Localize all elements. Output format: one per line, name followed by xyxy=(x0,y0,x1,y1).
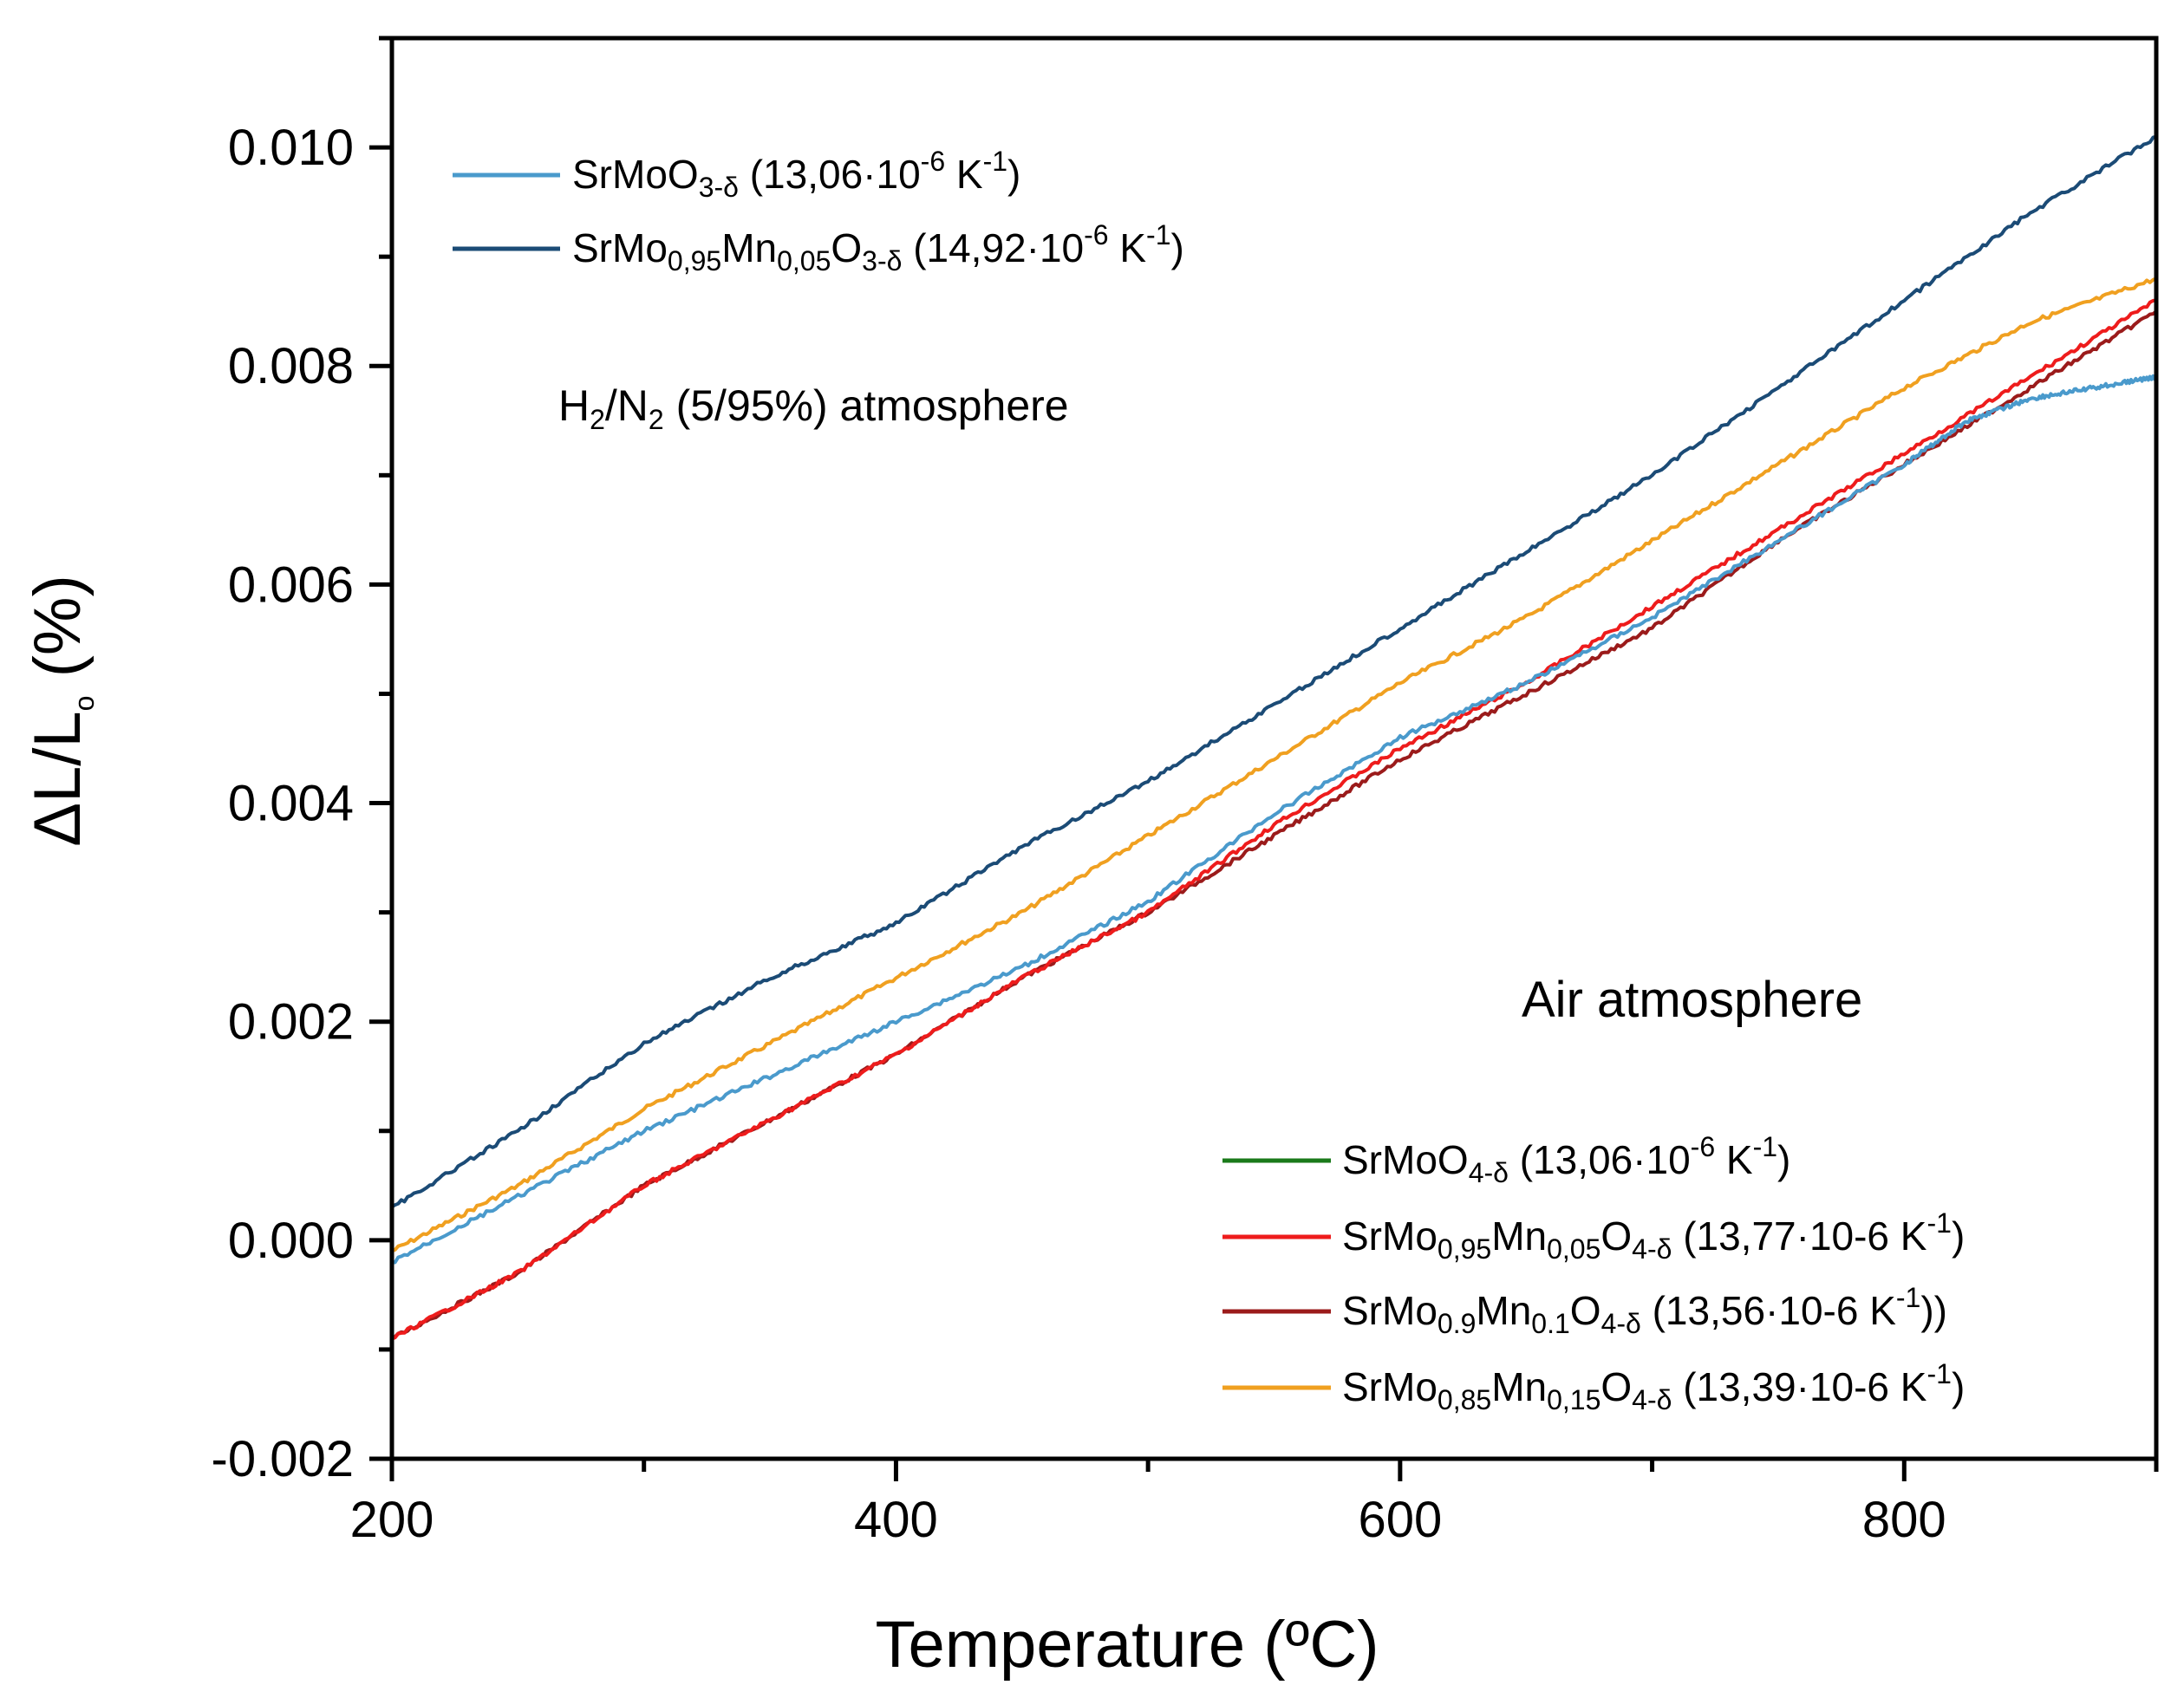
y-tick-label: 0.004 xyxy=(228,776,354,832)
x-tick-label: 200 xyxy=(350,1492,434,1548)
legend-label-srmoo3: SrMoO3-δ (13,06·10-6 K-1) xyxy=(572,146,1020,203)
x-axis-title: Temperature (ºC) xyxy=(875,1608,1379,1682)
y-tick-label: -0.002 xyxy=(212,1431,354,1487)
plot-lines xyxy=(390,134,2158,1341)
y-tick-label: 0.002 xyxy=(228,994,354,1051)
y-tick-label: 0.010 xyxy=(228,120,354,176)
legend-label-srmoo4: SrMoO4-δ (13,06·10-6 K-1) xyxy=(1342,1131,1790,1188)
x-tick-label: 400 xyxy=(854,1492,938,1548)
annotation-h2n2-atmosphere: H2/N2 (5/95%) atmosphere xyxy=(558,381,1069,435)
y-tick-label: 0.008 xyxy=(228,338,354,394)
plot-frame xyxy=(389,36,2159,1461)
y-axis-ticks: -0.002 0.000 0.002 0.004 0.006 0.008 0.010 xyxy=(212,36,392,1487)
y-tick-label: 0.006 xyxy=(228,556,354,613)
x-axis-ticks: 200 400 600 800 xyxy=(350,1459,2159,1548)
annotation-air-atmosphere: Air atmosphere xyxy=(1522,972,1862,1028)
series-line-3 xyxy=(391,298,2157,1341)
x-tick-label: 800 xyxy=(1862,1492,1946,1548)
series-line-5 xyxy=(391,276,2157,1253)
y-tick-label: 0.000 xyxy=(228,1213,354,1269)
legend-label-srmo09mn01o4: SrMo0.9Mn0.1O4-δ (13,56·10-6 K-1)) xyxy=(1342,1282,1947,1339)
x-tick-label: 600 xyxy=(1358,1492,1442,1548)
series-line-1 xyxy=(390,134,2157,1209)
series-line-0 xyxy=(391,374,2158,1265)
legend-label-srmo085mn015o4: SrMo0,85Mn0,15O4-δ (13,39·10-6 K-1) xyxy=(1342,1358,1965,1415)
